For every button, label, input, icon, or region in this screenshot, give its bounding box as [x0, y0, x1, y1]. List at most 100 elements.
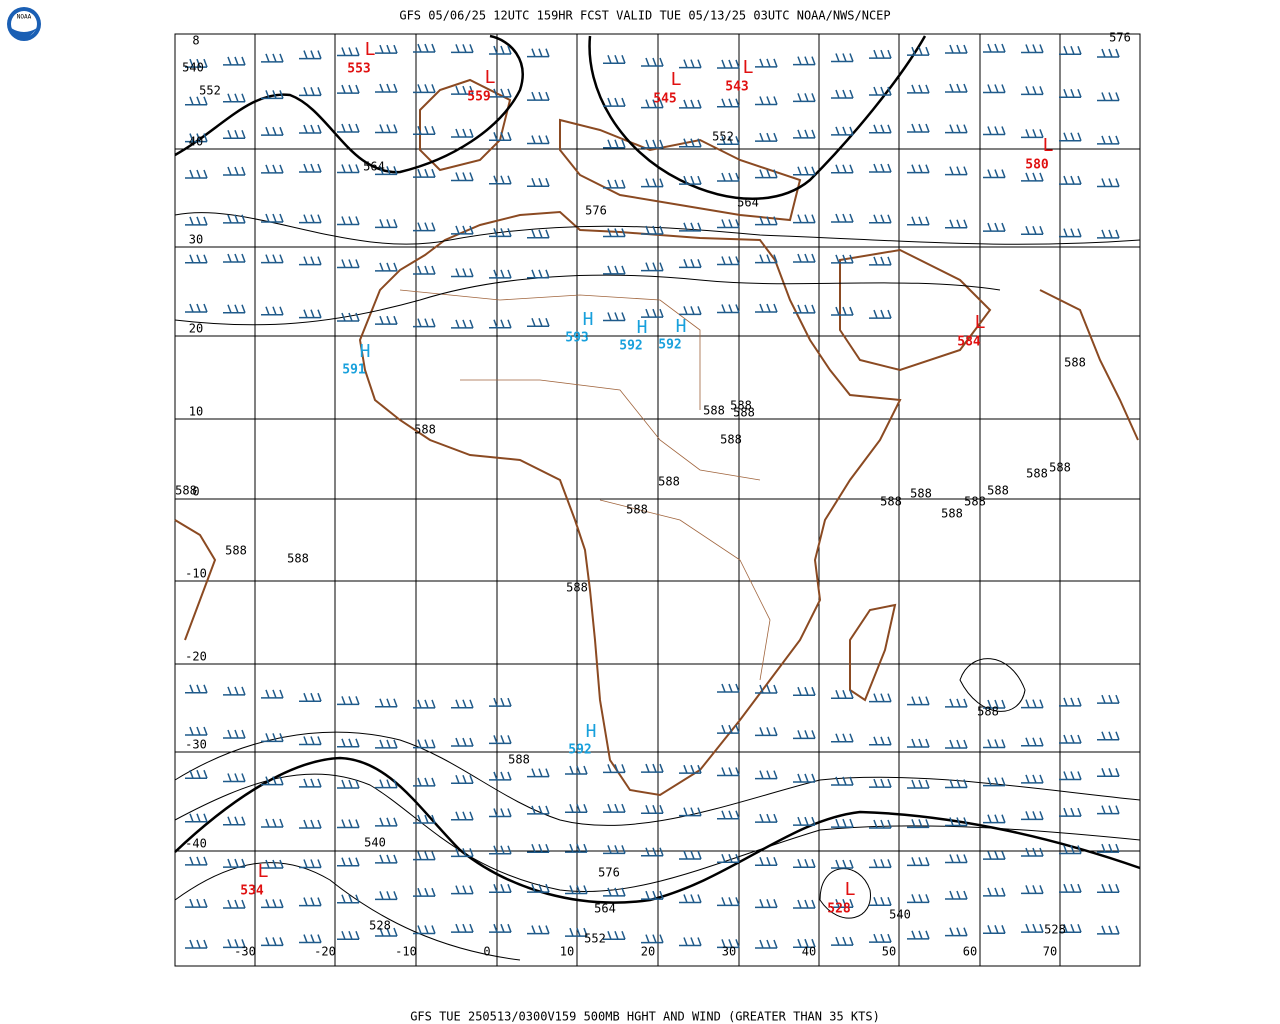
wind-barb — [945, 779, 968, 789]
contour-label: 552 — [584, 932, 606, 946]
wind-barb — [755, 58, 778, 68]
wind-barb — [1097, 178, 1120, 188]
wind-barb — [527, 229, 550, 239]
wind-barb — [337, 738, 360, 748]
wind-barb — [413, 814, 436, 824]
wind-barb — [831, 254, 854, 264]
noaa-logo: NOAA — [7, 7, 41, 41]
contour-label: 588 — [880, 495, 902, 509]
wind-barb — [831, 89, 854, 99]
wind-barb — [717, 767, 740, 777]
wind-barb — [717, 810, 740, 820]
high-symbol: H — [676, 316, 687, 337]
contour-label: 540 — [364, 836, 386, 850]
wind-barb — [717, 304, 740, 314]
wind-barb — [413, 887, 436, 897]
wind-barb — [717, 256, 740, 266]
wind-barb — [375, 927, 398, 937]
wind-barb — [717, 897, 740, 907]
wind-barb — [983, 699, 1006, 709]
wind-barb — [831, 733, 854, 743]
wind-barb — [451, 811, 474, 821]
low-symbol: L — [671, 69, 682, 90]
wind-barb — [907, 84, 930, 94]
wind-barb — [793, 253, 816, 263]
wind-barb — [983, 43, 1006, 53]
wind-barb — [831, 213, 854, 223]
lon-label: 30 — [722, 945, 736, 959]
wind-barb — [223, 899, 246, 909]
contour-label: 528 — [369, 919, 391, 933]
wind-barb — [869, 49, 892, 59]
wind-barb — [261, 53, 284, 63]
wind-barb — [413, 318, 436, 328]
wind-barb — [869, 256, 892, 266]
wind-barb — [717, 98, 740, 108]
wind-barb — [1021, 44, 1044, 54]
wind-barb — [565, 843, 588, 853]
wind-barb — [831, 306, 854, 316]
contour-label: 576 — [585, 204, 607, 218]
wind-barb — [527, 135, 550, 145]
wind-barb — [299, 214, 322, 224]
low-value: 534 — [240, 884, 264, 899]
wind-barb — [451, 848, 474, 858]
wind-barb — [907, 857, 930, 867]
wind-barb — [1021, 885, 1044, 895]
wind-barb — [261, 776, 284, 786]
wind-barb — [983, 222, 1006, 232]
contour-label: 588 — [566, 581, 588, 595]
wind-barb — [413, 43, 436, 53]
wind-barb — [869, 933, 892, 943]
wind-barb — [299, 87, 322, 97]
wind-barb — [337, 857, 360, 867]
wind-barb — [869, 859, 892, 869]
wind-barb — [755, 939, 778, 949]
wind-barb — [945, 83, 968, 93]
wind-barb — [337, 259, 360, 269]
wind-barb — [299, 819, 322, 829]
wind-barb — [489, 88, 512, 98]
wind-barb — [1097, 925, 1120, 935]
wind-barb — [603, 312, 626, 322]
wind-barb — [869, 897, 892, 907]
map-footer: GFS TUE 250513/0300V159 500MB HGHT AND W… — [410, 1010, 880, 1024]
wind-barb — [375, 83, 398, 93]
wind-barb — [717, 59, 740, 69]
wind-barb — [945, 890, 968, 900]
wind-barb — [527, 48, 550, 58]
wind-barb — [1059, 924, 1082, 934]
wind-barb — [983, 887, 1006, 897]
wind-barb — [413, 851, 436, 861]
wind-barb — [945, 698, 968, 708]
contour-label: 552 — [199, 84, 221, 98]
wind-barb — [451, 172, 474, 182]
wind-barb — [869, 124, 892, 134]
wind-barb — [223, 816, 246, 826]
wind-barb — [679, 850, 702, 860]
low-value: 584 — [957, 335, 981, 350]
lat-label: 10 — [189, 405, 203, 419]
wind-barb — [907, 779, 930, 789]
wind-barb — [337, 164, 360, 174]
lat-label: -40 — [185, 837, 207, 851]
wind-barb — [299, 692, 322, 702]
wind-barb — [413, 84, 436, 94]
wind-barb — [223, 56, 246, 66]
wind-barb — [185, 303, 208, 313]
wind-barb — [223, 858, 246, 868]
wind-barb — [375, 779, 398, 789]
wind-barb — [451, 85, 474, 95]
wind-barb — [793, 56, 816, 66]
wind-barb — [1097, 135, 1120, 145]
wind-barb — [983, 126, 1006, 136]
wind-barb — [717, 724, 740, 734]
lon-label: 0 — [483, 945, 490, 959]
wind-barb — [869, 819, 892, 829]
wind-barb — [831, 936, 854, 946]
wind-barb — [1021, 172, 1044, 182]
wind-barb — [185, 254, 208, 264]
wind-barb — [603, 803, 626, 813]
lon-label: 10 — [560, 945, 574, 959]
wind-barb — [261, 899, 284, 909]
